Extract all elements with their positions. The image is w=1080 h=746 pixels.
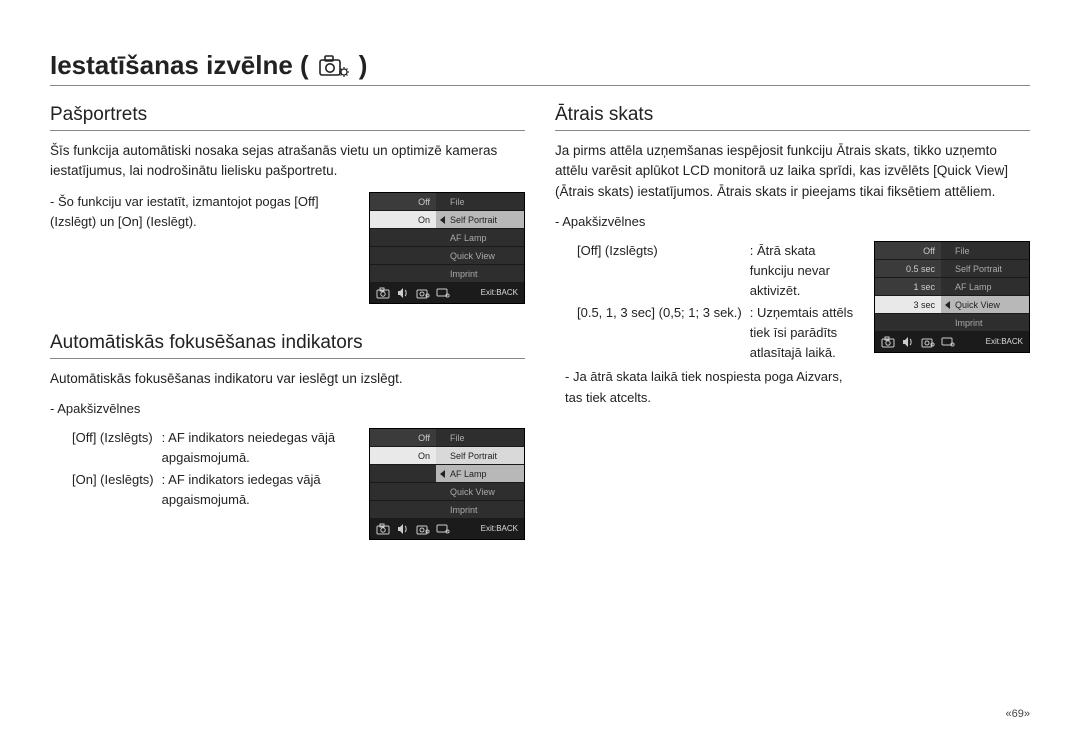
menu-category: Imprint	[436, 501, 524, 519]
def-term: [Off] (Izslēgts)	[72, 428, 154, 468]
row-with-menu: - Šo funkciju var iestatīt, izmantojot p…	[50, 192, 525, 304]
sound-icon	[396, 523, 410, 535]
menu-category: Quick View	[436, 483, 524, 501]
page-number: «69»	[1006, 708, 1030, 720]
note-text: - Ja ātrā skata laikā tiek nospiesta pog…	[555, 367, 858, 409]
menu-option: Off	[875, 242, 941, 260]
section-self-portrait: Pašportrets Šīs funkcija automātiski nos…	[50, 104, 525, 304]
columns: Pašportrets Šīs funkcija automātiski nos…	[50, 104, 1030, 540]
camera-gear-icon	[416, 523, 430, 535]
menu-exit-label: Exit:BACK	[986, 337, 1023, 346]
menu-footer: Exit:BACK	[370, 283, 524, 303]
camera-mode-icon	[376, 287, 390, 299]
menu-option: 3 sec	[875, 296, 941, 314]
def-desc: AF indikators neiedegas vājā apgaismojum…	[162, 428, 353, 468]
menu-category: AF Lamp	[436, 229, 524, 247]
camera-gear-icon	[416, 287, 430, 299]
page: Iestatīšanas izvēlne (	[0, 0, 1080, 746]
menu-category: File	[436, 193, 524, 211]
row-with-menu: [Off] (Izslēgts) Ātrā skata funkciju nev…	[555, 241, 1030, 409]
lcd-menu-quick-view: Off0.5 sec1 sec3 sec FileSelf PortraitAF…	[874, 241, 1030, 353]
menu-exit-label: Exit:BACK	[481, 524, 518, 533]
right-column: Ātrais skats Ja pirms attēla uzņemšanas …	[555, 104, 1030, 540]
lcd-menu-self-portrait: OffOn FileSelf PortraitAF LampQuick View…	[369, 192, 525, 304]
menu-category: Imprint	[436, 265, 524, 283]
menu-footer: Exit:BACK	[370, 519, 524, 539]
def-list: [Off] (Izslēgts) AF indikators neiedegas…	[50, 428, 353, 511]
menu-footer: Exit:BACK	[875, 332, 1029, 352]
camera-gear-icon	[921, 336, 935, 348]
menu-option: On	[370, 447, 436, 465]
menu-option	[370, 247, 436, 265]
def-term: [Off] (Izslēgts)	[577, 241, 742, 301]
menu-category: Imprint	[941, 314, 1029, 332]
menu-category: Quick View	[436, 247, 524, 265]
def-desc: Ātrā skata funkciju nevar aktivizēt.	[750, 241, 858, 301]
section-af-lamp: Automātiskās fokusēšanas indikators Auto…	[50, 332, 525, 540]
menu-exit-label: Exit:BACK	[481, 288, 518, 297]
display-gear-icon	[436, 523, 450, 535]
menu-option	[370, 465, 436, 483]
section-title: Automātiskās fokusēšanas indikators	[50, 332, 525, 359]
menu-category: Self Portrait	[941, 260, 1029, 278]
menu-category: File	[436, 429, 524, 447]
menu-category: Self Portrait	[436, 447, 524, 465]
camera-gear-icon	[319, 54, 349, 78]
sound-icon	[901, 336, 915, 348]
lcd-menu-af-lamp: OffOn FileSelf PortraitAF LampQuick View…	[369, 428, 525, 540]
menu-category: AF Lamp	[941, 278, 1029, 296]
menu-option: 0.5 sec	[875, 260, 941, 278]
submenu-label: - Apakšizvēlnes	[50, 399, 525, 420]
def-term: [On] (Ieslēgts)	[72, 470, 154, 510]
section-body: Automātiskās fokusēšanas indikatoru var …	[50, 369, 525, 389]
menu-option: Off	[370, 429, 436, 447]
submenu-label: - Apakšizvēlnes	[555, 212, 1030, 233]
def-desc: Uzņemtais attēls tiek īsi parādīts atlas…	[750, 303, 858, 363]
def-desc: AF indikators iedegas vājā apgaismojumā.	[162, 470, 353, 510]
def-term: [0.5, 1, 3 sec] (0,5; 1; 3 sek.)	[577, 303, 742, 363]
left-column: Pašportrets Šīs funkcija automātiski nos…	[50, 104, 525, 540]
menu-category: File	[941, 242, 1029, 260]
menu-option	[875, 314, 941, 332]
display-gear-icon	[436, 287, 450, 299]
page-title-suffix: )	[359, 50, 368, 81]
section-title: Ātrais skats	[555, 104, 1030, 131]
menu-category: Quick View	[941, 296, 1029, 314]
def-list: [Off] (Izslēgts) Ātrā skata funkciju nev…	[555, 241, 858, 409]
menu-option: Off	[370, 193, 436, 211]
section-quick-view: Ātrais skats Ja pirms attēla uzņemšanas …	[555, 104, 1030, 409]
section-title: Pašportrets	[50, 104, 525, 131]
menu-option	[370, 483, 436, 501]
menu-option: 1 sec	[875, 278, 941, 296]
menu-category: Self Portrait	[436, 211, 524, 229]
section-body: Šīs funkcija automātiski nosaka sejas at…	[50, 141, 525, 182]
menu-option	[370, 265, 436, 283]
menu-category: AF Lamp	[436, 465, 524, 483]
camera-mode-icon	[881, 336, 895, 348]
menu-option: On	[370, 211, 436, 229]
section-body: Ja pirms attēla uzņemšanas iespējosit fu…	[555, 141, 1030, 202]
menu-option	[370, 229, 436, 247]
page-title-wrap: Iestatīšanas izvēlne (	[50, 50, 1030, 86]
sound-icon	[396, 287, 410, 299]
display-gear-icon	[941, 336, 955, 348]
menu-option	[370, 501, 436, 519]
page-title: Iestatīšanas izvēlne (	[50, 50, 1030, 81]
row-with-menu: [Off] (Izslēgts) AF indikators neiedegas…	[50, 428, 525, 540]
camera-mode-icon	[376, 523, 390, 535]
bullet-text: - Šo funkciju var iestatīt, izmantojot p…	[50, 192, 353, 234]
page-title-text: Iestatīšanas izvēlne (	[50, 50, 309, 81]
